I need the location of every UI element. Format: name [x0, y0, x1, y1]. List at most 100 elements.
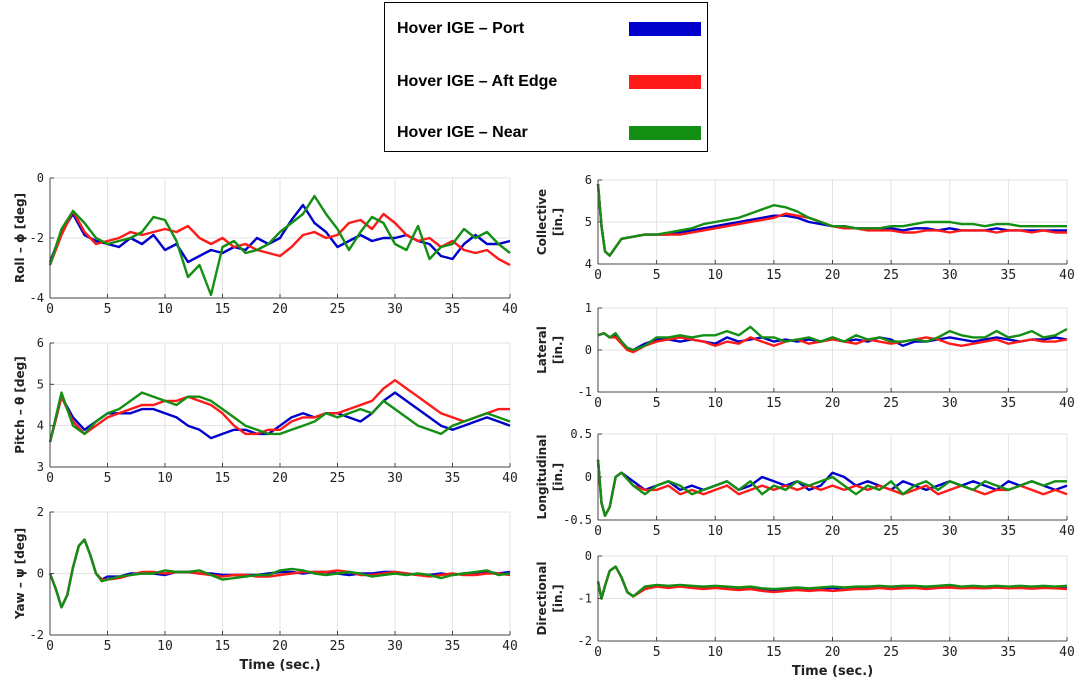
y-axis-label: Pitch – θ [deg]: [13, 356, 27, 453]
x-tick-label: 15: [766, 268, 782, 283]
legend-box: Hover IGE – Port Hover IGE – Aft Edge Ho…: [384, 2, 708, 152]
x-tick-label: 20: [825, 268, 841, 283]
y-tick-label: 6: [585, 173, 592, 187]
x-tick-label: 35: [1001, 268, 1017, 283]
x-tick-label: 10: [707, 268, 723, 283]
y-tick-label: 5: [585, 215, 592, 229]
y-tick-label: 0: [585, 549, 592, 563]
legend-swatch-port: [629, 22, 701, 36]
x-tick-label: 30: [942, 396, 958, 411]
series-line-1: [596, 459, 1068, 517]
subplot-1: 0 5 10 15 20 25 30 35 40 3 4 5 6 Pitch – θ [deg]: [13, 336, 518, 486]
x-tick-label: 35: [445, 639, 461, 654]
x-tick-label: 40: [502, 302, 518, 317]
x-tick-label: 15: [215, 639, 231, 654]
series-line-2: [597, 325, 1068, 352]
y-tick-label: 4: [37, 419, 44, 433]
x-tick-label: 30: [387, 639, 403, 654]
y-tick-label: -0.5: [563, 513, 592, 527]
legend-item-port: Hover IGE – Port: [397, 14, 701, 44]
y-axis-label: Roll – ϕ [deg]: [13, 193, 27, 283]
y-axis-label-units: [in.]: [551, 584, 565, 612]
x-tick-label: 5: [653, 524, 661, 539]
y-tick-label: 2: [37, 505, 44, 519]
x-tick-label: 0: [594, 268, 602, 283]
legend-label-port: Hover IGE – Port: [397, 20, 525, 37]
x-tick-label: 30: [387, 471, 403, 486]
x-tick-label: 25: [883, 268, 899, 283]
x-tick-label: 15: [215, 302, 231, 317]
series-line-2: [596, 565, 1068, 600]
legend-item-near: Hover IGE – Near: [397, 118, 701, 148]
x-tick-label: 30: [942, 268, 958, 283]
y-tick-label: 6: [37, 336, 44, 350]
x-tick-label: 5: [653, 645, 661, 660]
x-tick-label: 35: [1001, 524, 1017, 539]
x-tick-label: 5: [653, 268, 661, 283]
y-tick-label: 5: [37, 377, 44, 391]
series-line-0: [48, 391, 511, 443]
series-line-2: [48, 194, 511, 297]
legend-label-near: Hover IGE – Near: [397, 124, 528, 141]
x-tick-label: 40: [502, 639, 518, 654]
x-tick-label: 0: [46, 639, 54, 654]
x-tick-label: 10: [157, 639, 173, 654]
x-axis-label: Time (sec.): [792, 664, 873, 679]
x-tick-label: 15: [766, 645, 782, 660]
x-tick-label: 35: [1001, 396, 1017, 411]
x-tick-label: 15: [766, 396, 782, 411]
y-tick-label: -2: [30, 628, 44, 642]
x-tick-label: 0: [594, 645, 602, 660]
x-tick-label: 40: [1059, 645, 1075, 660]
y-axis-label: Longitudinal: [535, 435, 549, 520]
y-axis-label-units: [in.]: [551, 463, 565, 491]
x-tick-label: 25: [330, 639, 346, 654]
y-tick-label: 0: [37, 171, 44, 185]
subplot-0: 0 5 10 15 20 25 30 35 40 -4 -2 0 Roll – ϕ [deg]: [13, 171, 518, 317]
x-tick-label: 0: [594, 396, 602, 411]
y-tick-label: -1: [578, 385, 592, 399]
y-axis-label-units: [in.]: [551, 208, 565, 236]
x-tick-label: 25: [330, 471, 346, 486]
x-tick-label: 40: [1059, 524, 1075, 539]
x-tick-label: 0: [594, 524, 602, 539]
y-axis-label: Lateral: [535, 326, 549, 374]
x-tick-label: 30: [942, 645, 958, 660]
x-tick-label: 10: [157, 471, 173, 486]
x-tick-label: 20: [825, 396, 841, 411]
y-axis-label: Yaw – ψ [deg]: [13, 528, 27, 620]
x-tick-label: 30: [942, 524, 958, 539]
y-tick-label: -2: [578, 634, 592, 648]
x-tick-label: 10: [707, 524, 723, 539]
series-line-2: [596, 459, 1067, 517]
x-tick-label: 25: [883, 645, 899, 660]
x-tick-label: 10: [707, 396, 723, 411]
y-axis-label: Directional: [535, 561, 549, 635]
x-tick-label: 35: [445, 302, 461, 317]
legend-swatch-near: [629, 126, 701, 140]
x-tick-label: 5: [104, 471, 112, 486]
x-tick-label: 5: [653, 396, 661, 411]
x-tick-label: 20: [825, 645, 841, 660]
x-tick-label: 25: [330, 302, 346, 317]
x-tick-label: 40: [502, 471, 518, 486]
x-tick-label: 10: [707, 645, 723, 660]
x-tick-label: 25: [883, 524, 899, 539]
legend-label-aft-edge: Hover IGE – Aft Edge: [397, 73, 558, 90]
y-tick-label: -1: [578, 592, 592, 606]
x-tick-label: 30: [387, 302, 403, 317]
x-tick-label: 0: [46, 471, 54, 486]
y-tick-label: 3: [37, 460, 44, 474]
x-tick-label: 20: [272, 639, 288, 654]
y-axis-label: Collective: [535, 189, 549, 255]
series-line-2: [48, 538, 511, 609]
x-tick-label: 10: [157, 302, 173, 317]
x-tick-label: 40: [1059, 396, 1075, 411]
x-tick-label: 20: [272, 471, 288, 486]
series-line-2: [596, 184, 1067, 257]
